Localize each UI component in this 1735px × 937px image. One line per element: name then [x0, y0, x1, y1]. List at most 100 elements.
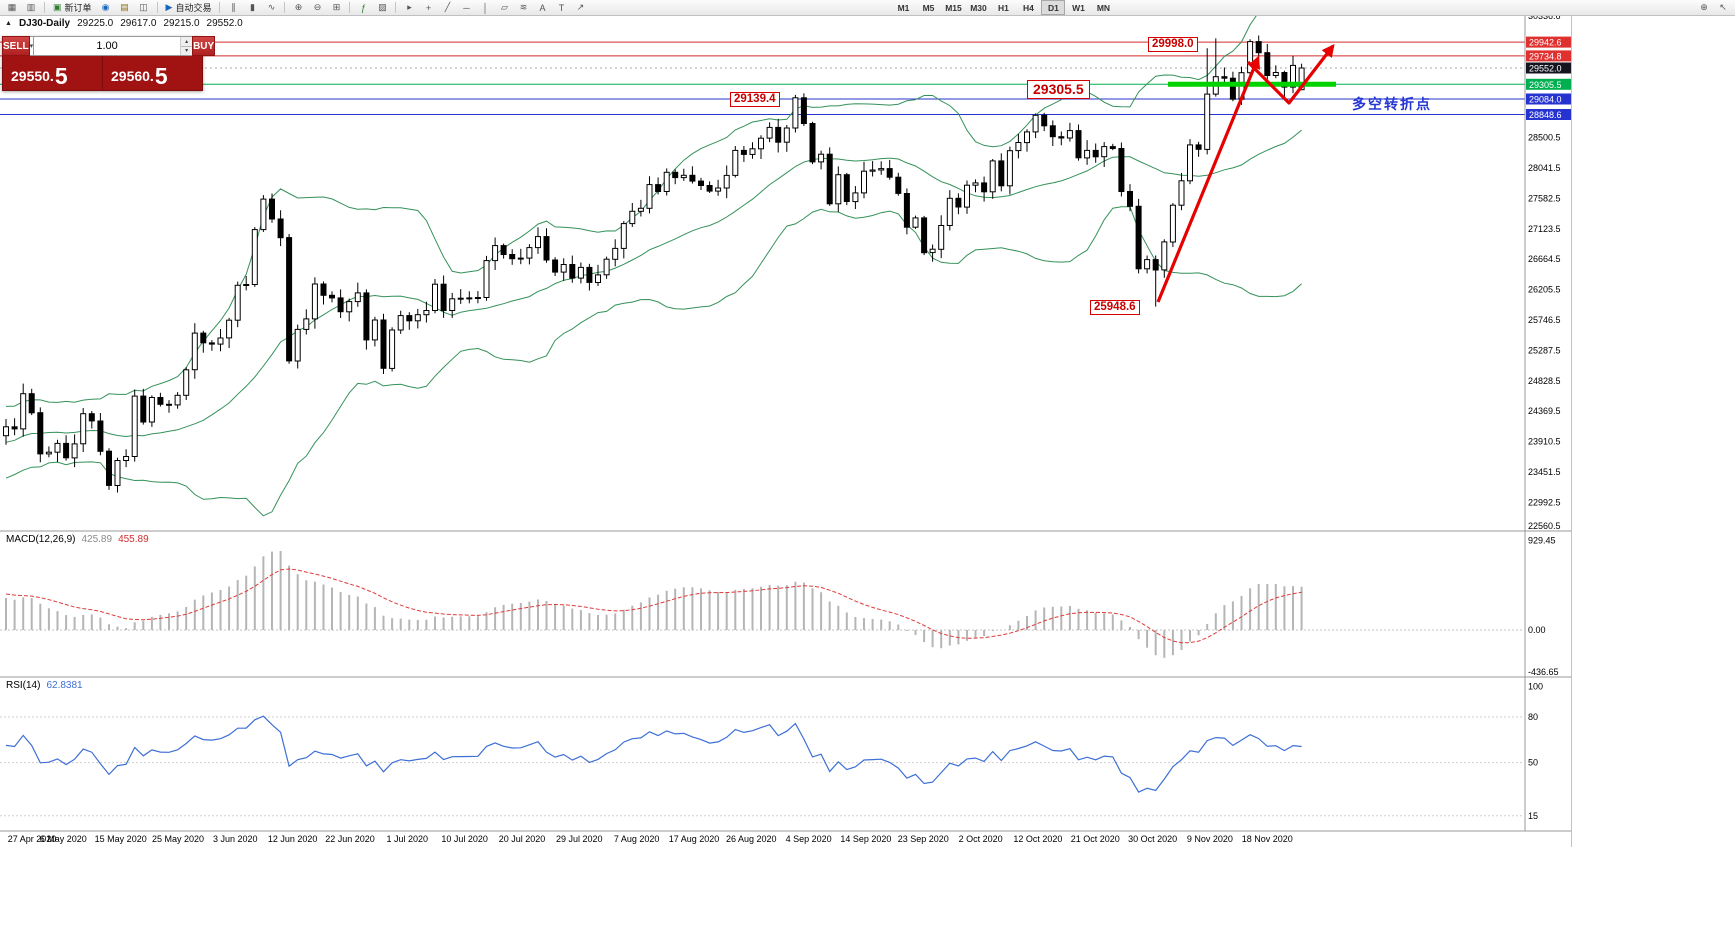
- x-axis-label: 20 Jul 2020: [499, 834, 546, 844]
- volume-spin-buttons: ▴ ▾: [180, 37, 193, 55]
- rsi-axis-label: 100: [1528, 682, 1543, 692]
- timeframe-m30-button[interactable]: M30: [970, 2, 987, 13]
- trendline-icon[interactable]: ╱: [444, 2, 451, 12]
- zoom-icon[interactable]: ⊕: [1700, 2, 1708, 12]
- chart-right-edge: [1571, 16, 1572, 847]
- chart-note-text[interactable]: 多空转折点: [1352, 96, 1432, 112]
- channel-icon[interactable]: ▱: [501, 2, 508, 12]
- buy-price[interactable]: 29560. 5: [102, 56, 202, 90]
- timeframe-mn-button[interactable]: MN: [1096, 2, 1111, 13]
- rsi-axis-label: 80: [1528, 712, 1538, 722]
- x-axis-label: 2 Oct 2020: [959, 834, 1003, 844]
- timeframe-m15-button[interactable]: M15: [945, 2, 962, 13]
- macd-axis-label: -436.65: [1528, 667, 1559, 677]
- buy-button[interactable]: BUY: [192, 36, 216, 56]
- svg-text:27123.5: 27123.5: [1528, 224, 1561, 234]
- macd-label-text: MACD(12,26,9): [6, 534, 76, 545]
- horizontal-line-icon[interactable]: ─: [463, 2, 470, 13]
- zoom-out-icon[interactable]: ⊖: [313, 2, 322, 12]
- market-watch-icon[interactable]: ◉: [101, 2, 110, 12]
- rsi-label-text: RSI(14): [6, 680, 41, 691]
- sell-price[interactable]: 29550. 5: [3, 56, 102, 90]
- order-type-dropdown[interactable]: ▾: [29, 36, 35, 56]
- svg-text:26205.5: 26205.5: [1528, 285, 1561, 295]
- timeframe-h4-button[interactable]: H4: [1023, 2, 1034, 13]
- symbol-title: DJ30-Daily: [18, 18, 71, 29]
- timeframe-w1-button[interactable]: W1: [1072, 2, 1085, 13]
- price-callout[interactable]: 29305.5: [1027, 80, 1090, 99]
- x-axis-label: 15 May 2020: [95, 834, 147, 844]
- new-chart-icon[interactable]: ▦: [7, 2, 17, 12]
- toolbar-separator: [349, 2, 351, 13]
- price-callout[interactable]: 29998.0: [1148, 37, 1198, 52]
- volume-up-icon[interactable]: ▴: [181, 37, 193, 47]
- price-badge: [1526, 109, 1571, 120]
- volume-input[interactable]: [34, 37, 181, 55]
- ohlc-low: 29215.0: [163, 18, 200, 29]
- text-icon[interactable]: A: [539, 2, 546, 13]
- bar-chart-icon[interactable]: ∥: [231, 2, 236, 12]
- fibonacci-icon[interactable]: ≋: [519, 2, 528, 12]
- new-order-button[interactable]: ▣ 新订单: [49, 1, 96, 14]
- crosshair-icon[interactable]: +: [425, 2, 432, 13]
- collapse-icon[interactable]: ▲: [5, 20, 12, 27]
- x-axis-label: 14 Sep 2020: [840, 834, 891, 844]
- rsi-value: 62.8381: [46, 680, 83, 691]
- svg-text:24369.5: 24369.5: [1528, 406, 1561, 416]
- horizontal-level-lines[interactable]: [0, 41, 1525, 115]
- toolbar-separator: [219, 2, 221, 13]
- x-axis-label: 30 Oct 2020: [1128, 834, 1177, 844]
- autotrading-button[interactable]: ▶ 自动交易: [162, 1, 216, 14]
- chart-profiles-icon[interactable]: ▥: [26, 2, 36, 12]
- sell-button[interactable]: SELL: [2, 36, 30, 56]
- price-badge: [1526, 36, 1571, 48]
- volume-down-icon[interactable]: ▾: [181, 46, 193, 55]
- price-callout[interactable]: 25948.6: [1090, 300, 1140, 315]
- tile-windows-icon[interactable]: ⊞: [332, 2, 341, 12]
- indicators-icon[interactable]: ƒ: [360, 2, 366, 13]
- timeframe-d1-button[interactable]: D1: [1041, 0, 1066, 15]
- x-axis-label: 22 Jun 2020: [325, 834, 375, 844]
- data-window-icon[interactable]: ▤: [120, 2, 129, 12]
- candlestick-chart-icon[interactable]: ▮: [249, 2, 255, 12]
- svg-text:23451.5: 23451.5: [1528, 467, 1561, 477]
- rsi-line: [5, 715, 1302, 793]
- x-axis-label: 21 Oct 2020: [1071, 834, 1120, 844]
- trend-arrow[interactable]: [1246, 43, 1335, 105]
- svg-text:28500.5: 28500.5: [1528, 133, 1561, 143]
- vertical-line-icon[interactable]: │: [482, 2, 489, 13]
- templates-icon[interactable]: ▨: [378, 2, 387, 12]
- macd-signal-value: 455.89: [118, 534, 149, 545]
- candlesticks: [3, 35, 1305, 493]
- price-axis: 30336.6 28500.5 28041.5 27582.5 27123.5 26664…: [1528, 16, 1561, 531]
- cursor-icon[interactable]: ▸: [407, 2, 412, 12]
- svg-text:23910.5: 23910.5: [1528, 437, 1561, 447]
- macd-axis-label: 929.45: [1528, 536, 1556, 546]
- price-badge-text: 29734.8: [1529, 51, 1562, 61]
- x-axis-label: 1 Jul 2020: [387, 834, 429, 844]
- new-order-button-label: 新订单: [64, 3, 92, 13]
- chart-canvas[interactable]: 30336.6 28500.5 28041.5 27582.5 27123.5 26664…: [0, 16, 1572, 847]
- ohlc-high: 29617.0: [120, 18, 157, 29]
- svg-text:22992.5: 22992.5: [1528, 497, 1561, 507]
- label-icon[interactable]: T: [558, 2, 565, 13]
- timeframe-m1-button[interactable]: M1: [897, 2, 910, 13]
- line-chart-icon[interactable]: ∿: [267, 2, 276, 12]
- chevron-down-icon: ▾: [29, 43, 34, 50]
- arrow-tools-icon[interactable]: ↗: [576, 2, 585, 12]
- pointer-icon[interactable]: ↖: [1719, 2, 1727, 12]
- x-axis-label: 9 Nov 2020: [1187, 834, 1233, 844]
- price-badge: [1526, 93, 1571, 105]
- terminal-icon[interactable]: ◫: [139, 2, 148, 12]
- ohlc-open: 29225.0: [77, 18, 114, 29]
- timeframe-h1-button[interactable]: H1: [998, 2, 1009, 13]
- rsi-indicator: 100 80 50 15: [0, 682, 1543, 821]
- price-badge-text: 29942.6: [1529, 38, 1562, 48]
- timeframe-m5-button[interactable]: M5: [922, 2, 935, 13]
- zoom-in-icon[interactable]: ⊕: [294, 2, 303, 12]
- price-callout[interactable]: 29139.4: [730, 92, 780, 107]
- x-axis-label: 27 Apr 2020: [8, 834, 57, 844]
- toolbar: ▦ ▥ ▣ 新订单 ◉ ▤ ◫ ▶ 自动交易 ∥ ▮ ∿ ⊕ ⊖ ⊞ ƒ ▨ ▸ + ╱ ─ │ ▱ ≋ A T ↗ M1 M5 M15 M…: [0, 0, 1735, 16]
- trend-arrow[interactable]: [1156, 55, 1261, 303]
